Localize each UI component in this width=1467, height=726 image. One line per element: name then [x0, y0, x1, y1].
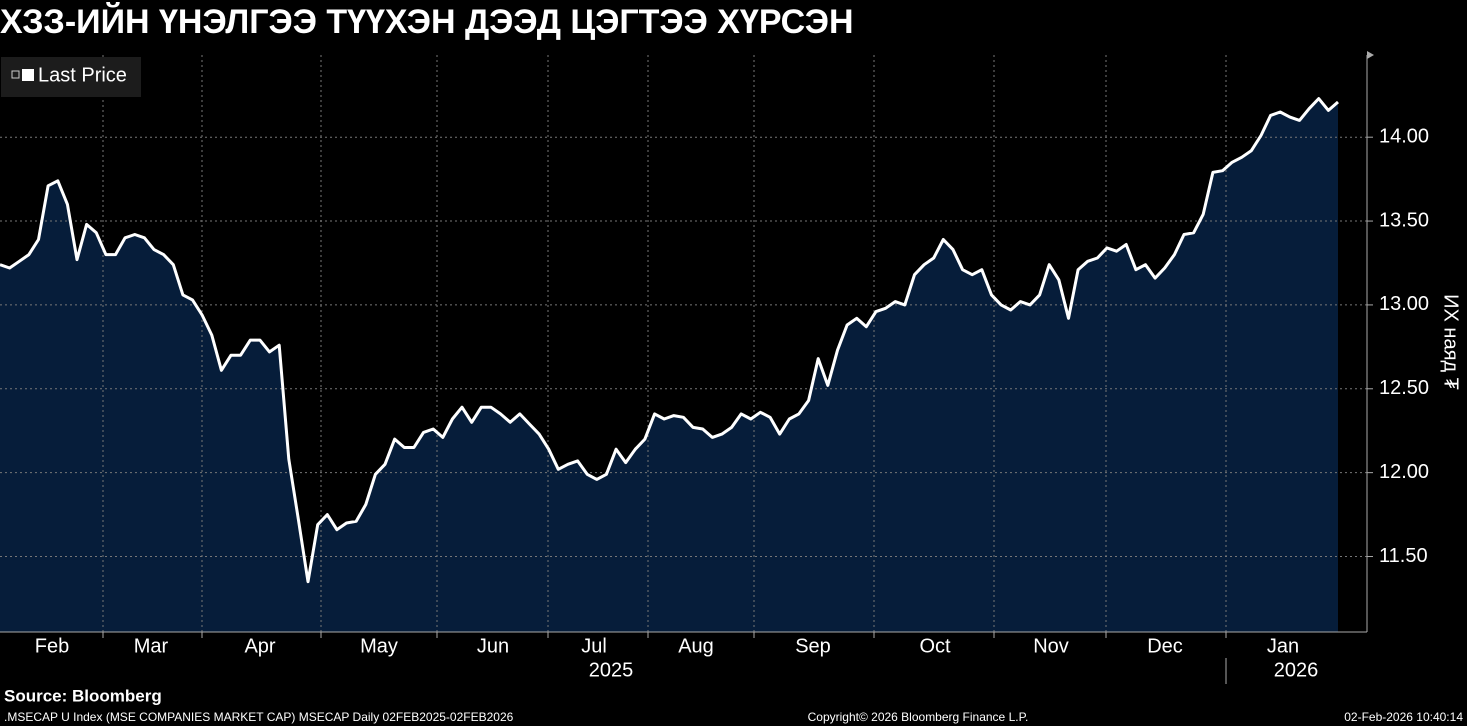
chart-title: ХЗЗ-ИЙН ҮНЭЛГЭЭ ТҮҮХЭН ДЭЭД ЦЭГТЭЭ ХҮРСЭ…	[0, 2, 854, 41]
x-tick-label: Oct	[919, 635, 951, 657]
year-label: 2026	[1274, 659, 1319, 681]
x-tick-label: Aug	[678, 635, 714, 657]
source: Source: Bloomberg	[4, 686, 162, 705]
x-tick-label: Mar	[134, 635, 169, 657]
y-tick-label: 13.50	[1379, 209, 1429, 231]
y-axis-label: ИХ наяд ₮	[1440, 294, 1462, 390]
price-line	[0, 97, 1339, 584]
x-tick-label: Jun	[477, 635, 509, 657]
y-tick-label: 14.00	[1379, 125, 1429, 147]
legend-swatch	[22, 69, 34, 81]
x-tick-label: Sep	[795, 635, 831, 657]
x-tick-label: Jul	[581, 635, 607, 657]
y-tick-label: 11.50	[1379, 545, 1428, 567]
footer-right: 02-Feb-2026 10:40:14	[1344, 710, 1463, 724]
y-tick-label: 12.50	[1379, 377, 1429, 399]
footer-center: Copyright© 2026 Bloomberg Finance L.P.	[808, 710, 1029, 724]
legend-toggle	[11, 70, 20, 79]
y-tick-label: 12.00	[1379, 461, 1429, 483]
footer-left: .MSECAP U Index (MSE COMPANIES MARKET CA…	[4, 710, 514, 724]
x-tick-label: Nov	[1033, 635, 1069, 657]
y-tick-label: 13.00	[1379, 293, 1429, 315]
legend-label: Last Price	[38, 64, 127, 86]
x-tick-label: Apr	[244, 635, 275, 657]
area-fill	[0, 98, 1338, 633]
x-tick-label: Dec	[1147, 635, 1183, 657]
x-tick-label: Feb	[35, 635, 69, 657]
x-tick-label: Jan	[1267, 635, 1299, 657]
year-label: 2025	[589, 659, 634, 681]
y-axis-arrow	[1367, 51, 1374, 59]
x-tick-label: May	[360, 635, 398, 657]
